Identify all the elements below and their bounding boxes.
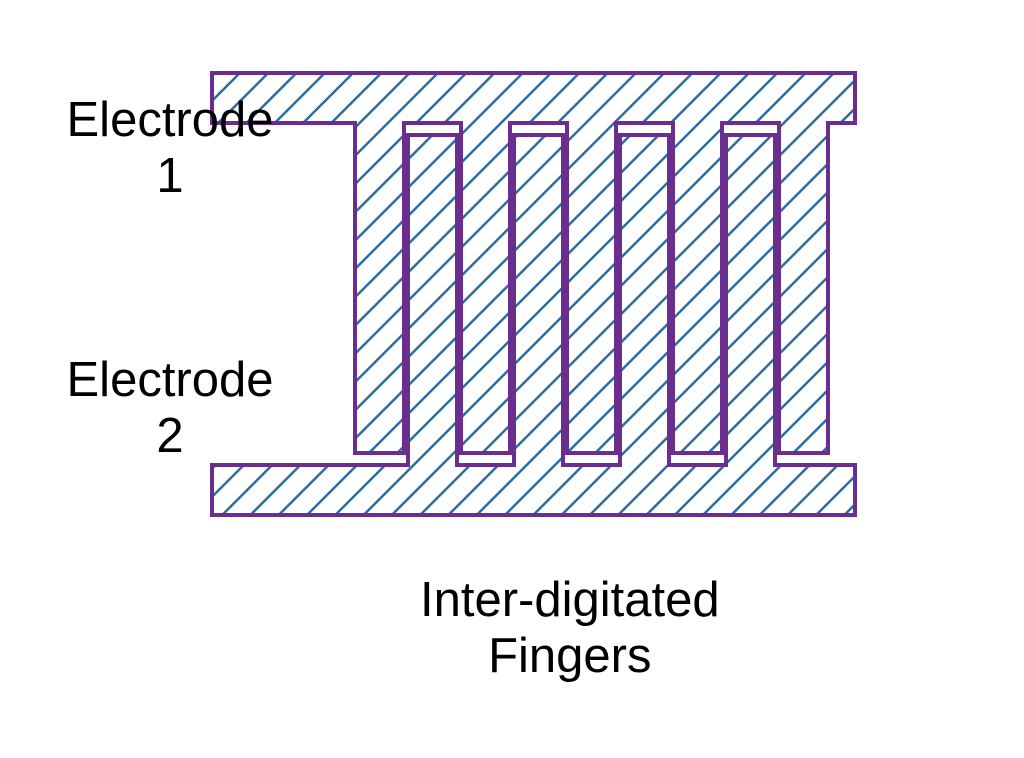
fingers-label: Inter-digitated Fingers <box>420 572 720 685</box>
electrode-2-shape <box>212 135 855 515</box>
electrode-2-label: Electrode 2 <box>67 352 274 465</box>
electrode-1-label: Electrode 1 <box>67 92 274 205</box>
diagram-root: Electrode 1 Electrode 2 Inter-digitated … <box>0 0 1024 758</box>
